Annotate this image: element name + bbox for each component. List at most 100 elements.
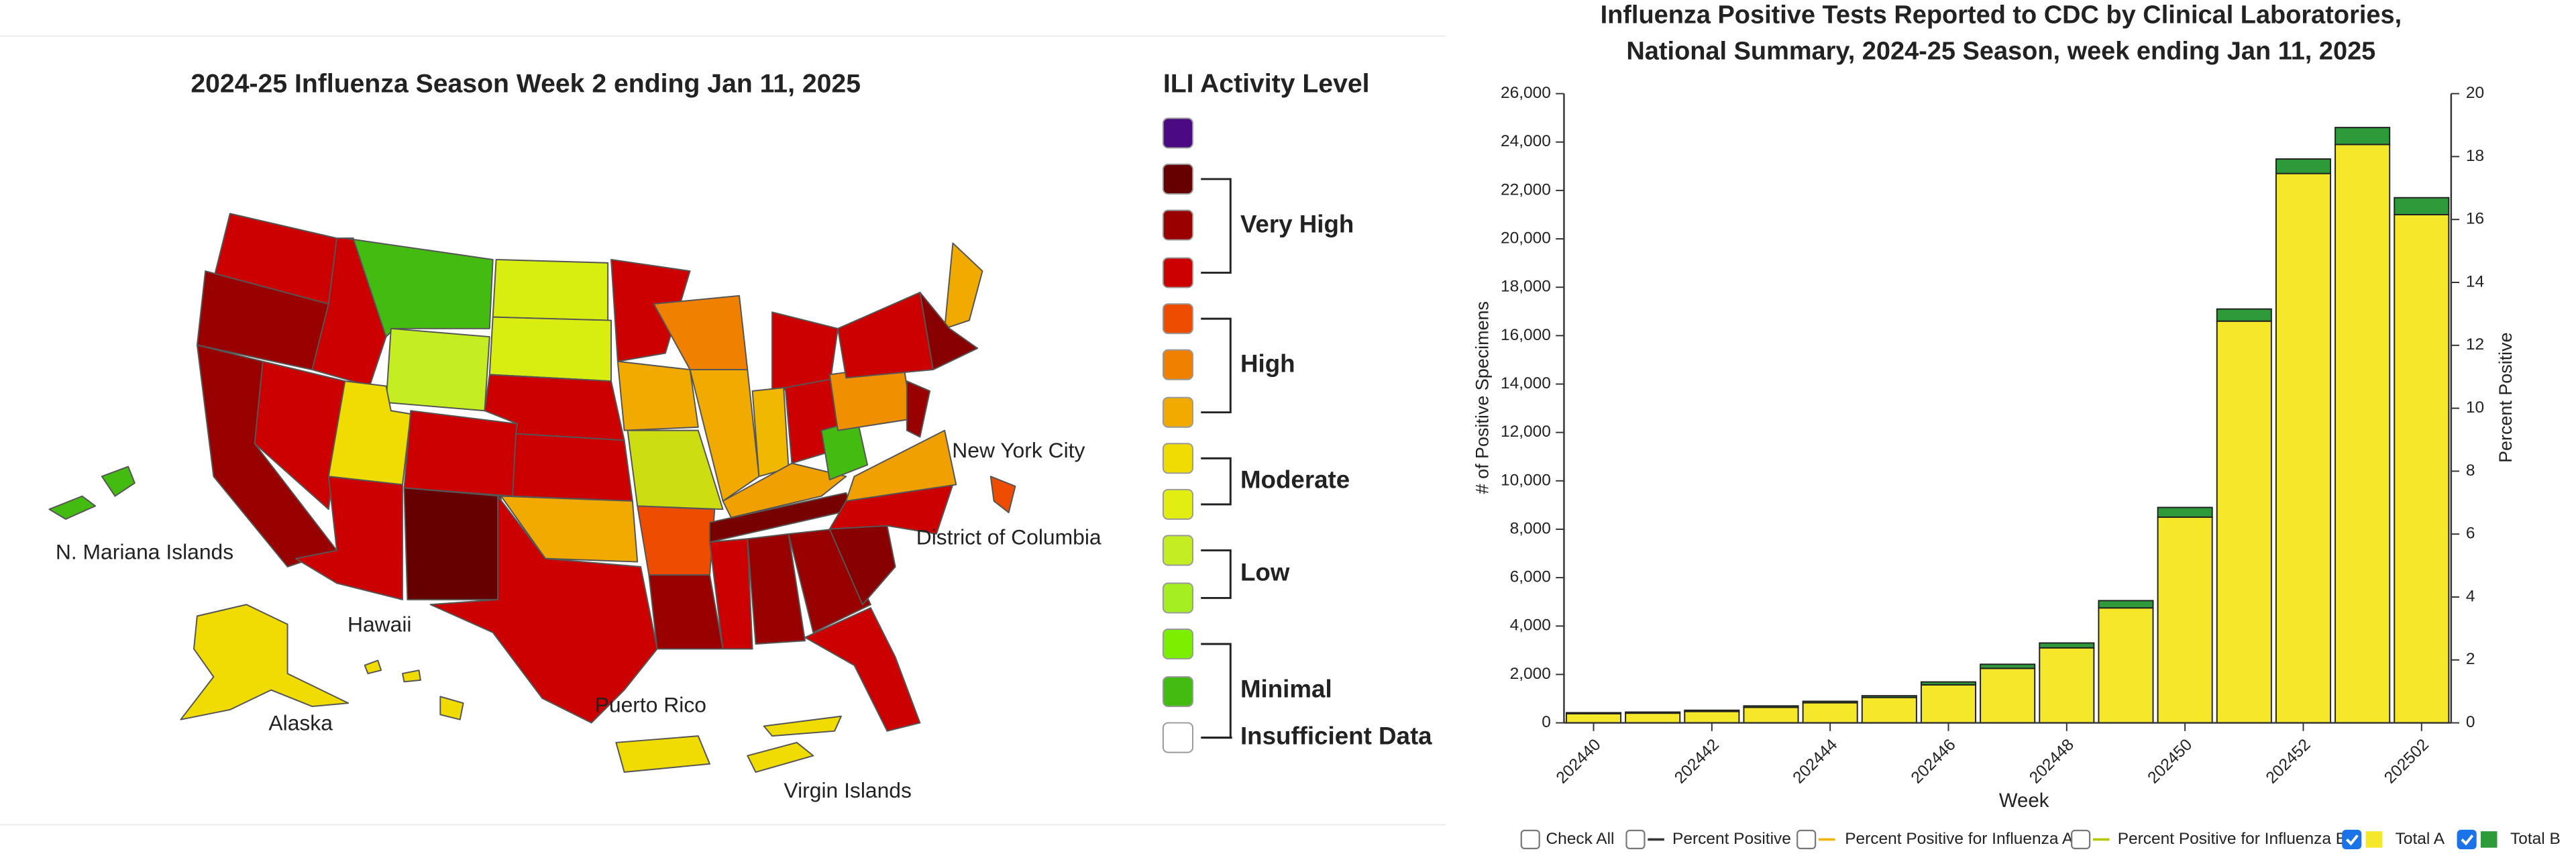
state <box>403 410 519 497</box>
y-tick-label: 24,000 <box>1501 132 1551 150</box>
x-tick-label: 202448 <box>2026 736 2078 788</box>
checkbox[interactable] <box>1520 829 1540 850</box>
checkmark <box>2345 834 2359 846</box>
map: 2024-25 Influenza Season Week 2 ending J… <box>48 70 1432 802</box>
legend-label: Very High <box>1240 210 1354 237</box>
state <box>637 505 716 576</box>
bar <box>1684 710 1740 724</box>
place-label: New York City <box>952 438 1085 462</box>
state <box>648 574 724 650</box>
state <box>845 429 957 502</box>
chart-title: National Summary, 2024-25 Season, week e… <box>1626 37 2375 65</box>
y2-tick-label: 12 <box>2466 335 2484 354</box>
alaska <box>180 604 350 720</box>
checkbox[interactable] <box>2342 829 2362 850</box>
y-tick-label: 2,000 <box>1510 665 1551 683</box>
legend-swatch <box>1162 303 1193 335</box>
bar <box>2216 308 2272 322</box>
state <box>751 386 790 478</box>
legend-label: High <box>1240 350 1295 378</box>
legend-swatch <box>1162 396 1193 428</box>
virgin-islands <box>747 741 814 773</box>
place-label: Hawaii <box>347 612 412 636</box>
x-tick-label: 202446 <box>1908 736 1960 788</box>
place-label: Puerto Rico <box>595 692 706 716</box>
chart-title: Influenza Positive Tests Reported to CDC… <box>1601 1 2402 30</box>
puerto-rico <box>615 735 710 773</box>
toggle-label: Percent Positive <box>1672 830 1791 848</box>
place-label: District of Columbia <box>916 525 1102 549</box>
bar <box>2275 172 2332 724</box>
legend-title: ILI Activity Level <box>1163 70 1370 99</box>
y2-tick-label: 16 <box>2466 210 2484 228</box>
checkmark <box>2461 834 2474 846</box>
bar <box>2394 213 2450 724</box>
bar <box>2157 516 2213 724</box>
place-label: N. Mariana Islands <box>56 540 233 564</box>
legend-label: Low <box>1240 559 1290 586</box>
y2-tick-label: 4 <box>2466 587 2475 605</box>
checkbox[interactable] <box>2071 829 2091 850</box>
y-tick-label: 6,000 <box>1510 568 1551 586</box>
legend-swatch <box>1162 209 1193 241</box>
legend-bracket <box>1201 643 1232 739</box>
bar <box>1861 696 1917 724</box>
y2-tick-label: 20 <box>2466 84 2484 102</box>
toggle-label: Check All <box>1546 830 1614 848</box>
state <box>512 433 633 502</box>
bar <box>1920 681 1977 686</box>
x-tick-label: 202452 <box>2263 736 2314 788</box>
state <box>919 291 979 371</box>
legend-swatch <box>1162 488 1193 520</box>
map-labels: N. Mariana Islands Hawaii Alaska Puerto Ric… <box>56 438 1102 802</box>
map-title: 2024-25 Influenza Season Week 2 ending J… <box>191 70 861 99</box>
map-legend: Very High High Moderate Low Minimal Insuffici… <box>1162 117 1432 753</box>
checkbox[interactable] <box>2457 829 2477 850</box>
bar <box>1861 695 1917 698</box>
state <box>294 476 403 600</box>
bar <box>2334 144 2391 724</box>
y-tick-label: 20,000 <box>1501 229 1551 248</box>
state <box>627 429 724 510</box>
y2-tick-label: 18 <box>2466 147 2484 165</box>
states <box>48 213 1016 773</box>
legend-bracket <box>1201 457 1232 506</box>
bar <box>1743 706 1799 724</box>
bar <box>2275 158 2332 174</box>
state <box>488 316 612 382</box>
legend-bracket <box>1201 317 1232 414</box>
legend-label: Total B <box>2510 830 2561 848</box>
bar <box>2216 320 2272 724</box>
x-tick-label: 202450 <box>2144 736 2196 788</box>
virgin-islands <box>763 715 842 737</box>
state <box>804 607 921 732</box>
y-tick-label: 26,000 <box>1501 84 1551 102</box>
y2-tick-label: 6 <box>2466 525 2475 543</box>
legend-swatch <box>1162 676 1193 708</box>
place-label: Virgin Islands <box>784 778 912 802</box>
state <box>254 360 346 510</box>
y-tick-label: 8,000 <box>1510 519 1551 537</box>
bar <box>2039 647 2095 724</box>
bar <box>2039 642 2095 649</box>
island <box>48 495 97 520</box>
legend-label: Minimal <box>1240 676 1332 703</box>
y2-tick-label: 10 <box>2466 398 2484 417</box>
y-axis-label: # of Positive Specimens <box>1472 301 1493 494</box>
legend-swatch <box>1162 443 1193 474</box>
bar <box>1920 684 1977 724</box>
bar <box>2098 600 2154 609</box>
legend-bracket <box>1201 178 1232 274</box>
hawaii <box>402 669 421 683</box>
y-tick-label: 16,000 <box>1501 326 1551 344</box>
state <box>944 242 983 329</box>
legend-swatch <box>1162 582 1193 614</box>
checkbox[interactable] <box>1625 829 1646 850</box>
legend-swatch <box>1162 349 1193 380</box>
legend-swatch <box>1162 628 1193 660</box>
x-tick-label: 202442 <box>1671 736 1723 788</box>
checkbox[interactable] <box>1796 829 1817 850</box>
legend-swatch <box>1162 535 1193 566</box>
state <box>429 495 658 724</box>
